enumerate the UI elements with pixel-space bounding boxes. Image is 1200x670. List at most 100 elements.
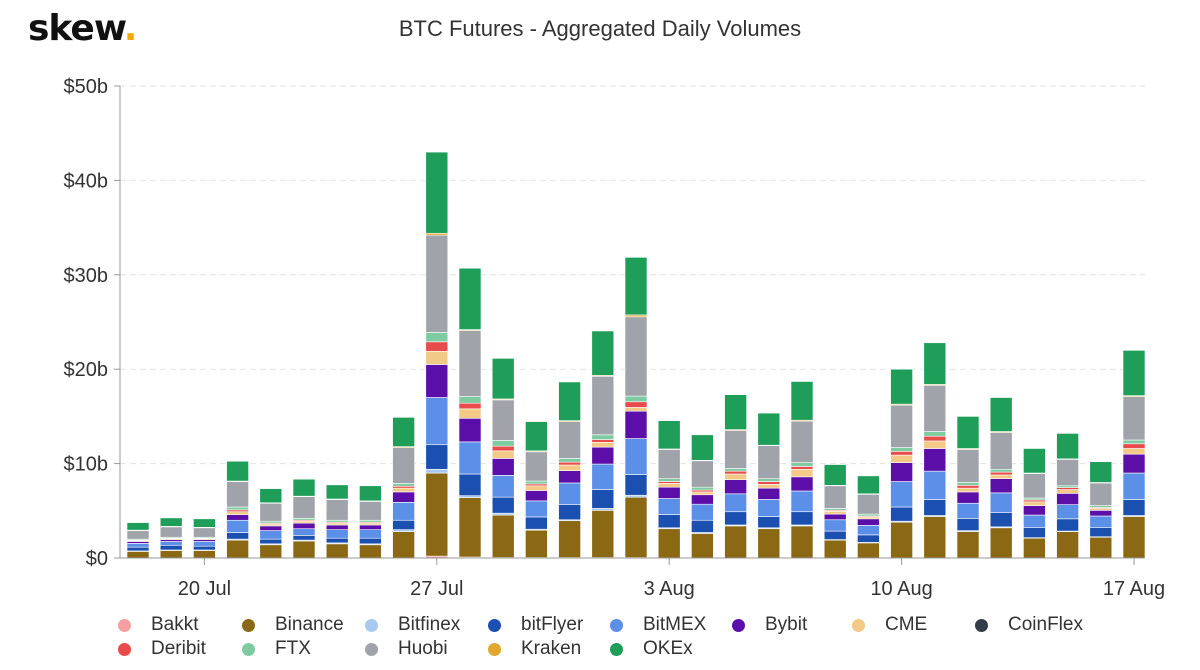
bar-segment bbox=[757, 412, 781, 446]
bar-segment bbox=[989, 471, 1013, 476]
bar-segment bbox=[392, 417, 415, 447]
bar-segment bbox=[425, 332, 449, 343]
legend-item[interactable]: Bakkt bbox=[118, 614, 199, 636]
bar-segment bbox=[1056, 489, 1079, 494]
legend-item[interactable]: CME bbox=[852, 614, 927, 636]
bar-segment bbox=[491, 514, 515, 558]
bar-segment bbox=[126, 530, 150, 540]
bar-segment bbox=[757, 481, 781, 485]
bar-segment bbox=[890, 481, 913, 508]
bar-segment bbox=[989, 478, 1013, 494]
bar-segment bbox=[624, 401, 648, 408]
bar-segment bbox=[425, 341, 449, 352]
bar-segment bbox=[591, 442, 615, 448]
bar-segment bbox=[890, 451, 913, 456]
bar-segment bbox=[491, 458, 515, 476]
bar-segment bbox=[591, 330, 615, 376]
bar-segment bbox=[1023, 448, 1046, 474]
bar-segment bbox=[591, 463, 615, 490]
bar-segment bbox=[558, 520, 581, 558]
bar-segment bbox=[126, 551, 150, 559]
bar-segment bbox=[823, 464, 847, 486]
bar-segment bbox=[989, 397, 1013, 432]
bar-segment bbox=[923, 435, 947, 442]
legend-item[interactable]: bitFlyer bbox=[488, 614, 583, 636]
bar-segment bbox=[956, 482, 980, 486]
bar-segment bbox=[193, 545, 216, 551]
bar-segment bbox=[691, 491, 714, 496]
chart-title: BTC Futures - Aggregated Daily Volumes bbox=[398, 16, 802, 41]
bar-segment bbox=[1122, 439, 1146, 445]
bar-segment bbox=[591, 510, 615, 558]
bar-segment bbox=[1023, 537, 1046, 559]
bar-segment bbox=[857, 542, 880, 559]
bar-segment bbox=[890, 521, 913, 559]
bar-segment bbox=[425, 234, 449, 333]
bar-segment bbox=[757, 487, 781, 500]
bar-segment bbox=[790, 511, 814, 526]
bar-segment bbox=[691, 503, 714, 521]
bar-segment bbox=[857, 518, 880, 526]
bar-segment bbox=[458, 441, 482, 475]
bar-segment bbox=[724, 473, 747, 480]
legend-item[interactable]: CoinFlex bbox=[975, 614, 1083, 636]
bar-segment bbox=[691, 486, 714, 491]
y-tick-label: $10b bbox=[64, 454, 109, 476]
y-tick-label: $50b bbox=[64, 76, 109, 98]
legend-item[interactable]: OKEx bbox=[610, 638, 693, 660]
legend-label: Bybit bbox=[765, 614, 808, 635]
bar-segment bbox=[1089, 515, 1113, 528]
bar-segment bbox=[491, 445, 515, 452]
legend-swatch bbox=[365, 618, 378, 632]
bar-segment bbox=[1089, 461, 1113, 483]
bar-segment bbox=[857, 493, 880, 515]
y-tick-label: $20b bbox=[64, 359, 109, 381]
bar-segment bbox=[525, 421, 548, 452]
bar-segment bbox=[989, 512, 1013, 528]
bar-segment bbox=[325, 524, 349, 530]
legend-item[interactable]: Binance bbox=[242, 614, 344, 636]
bar-segment bbox=[325, 529, 349, 539]
bar-segment bbox=[193, 550, 216, 559]
legend-label: Bakkt bbox=[151, 614, 199, 635]
bar-segment bbox=[956, 531, 980, 559]
bar-segment bbox=[259, 530, 283, 540]
bar-segment bbox=[525, 529, 548, 558]
bar-segment bbox=[292, 478, 316, 497]
legend-item[interactable]: Bybit bbox=[732, 614, 807, 636]
y-tick-label: $0 bbox=[86, 548, 108, 570]
legend-item[interactable]: Huobi bbox=[365, 638, 448, 660]
legend-item[interactable]: Kraken bbox=[488, 638, 581, 660]
bar-segment bbox=[458, 497, 482, 558]
y-tick-label: $30b bbox=[64, 265, 109, 287]
bar-segment bbox=[823, 513, 847, 521]
bar-segment bbox=[857, 475, 880, 495]
bar-segment bbox=[226, 481, 249, 508]
bar-segment bbox=[790, 466, 814, 470]
bar-segment bbox=[392, 447, 415, 484]
skew-logo: skew. bbox=[28, 8, 137, 49]
bar-segment bbox=[392, 491, 415, 503]
bar-segment bbox=[724, 525, 747, 559]
bar-segment bbox=[491, 475, 515, 498]
bar-segment bbox=[226, 460, 249, 482]
bar-segment bbox=[657, 528, 681, 559]
bar-segment bbox=[757, 445, 781, 480]
legend-item[interactable]: Deribit bbox=[118, 638, 206, 660]
bar-segment bbox=[259, 538, 283, 545]
legend-item[interactable]: Bitfinex bbox=[365, 614, 460, 636]
bar-segment bbox=[292, 535, 316, 541]
bar-segment bbox=[1056, 493, 1079, 505]
bar-segment bbox=[558, 464, 581, 471]
bar-segment bbox=[1122, 499, 1146, 516]
bar-segment bbox=[989, 468, 1013, 473]
bar-segment bbox=[724, 470, 747, 475]
bar-segment bbox=[790, 462, 814, 467]
bar-segment bbox=[126, 543, 150, 548]
bar-segment bbox=[757, 528, 781, 559]
bar-segment bbox=[292, 540, 316, 559]
legend-item[interactable]: FTX bbox=[242, 638, 311, 660]
bar-segment bbox=[724, 394, 747, 430]
legend-item[interactable]: BitMEX bbox=[610, 614, 706, 636]
bar-segment bbox=[691, 460, 714, 488]
